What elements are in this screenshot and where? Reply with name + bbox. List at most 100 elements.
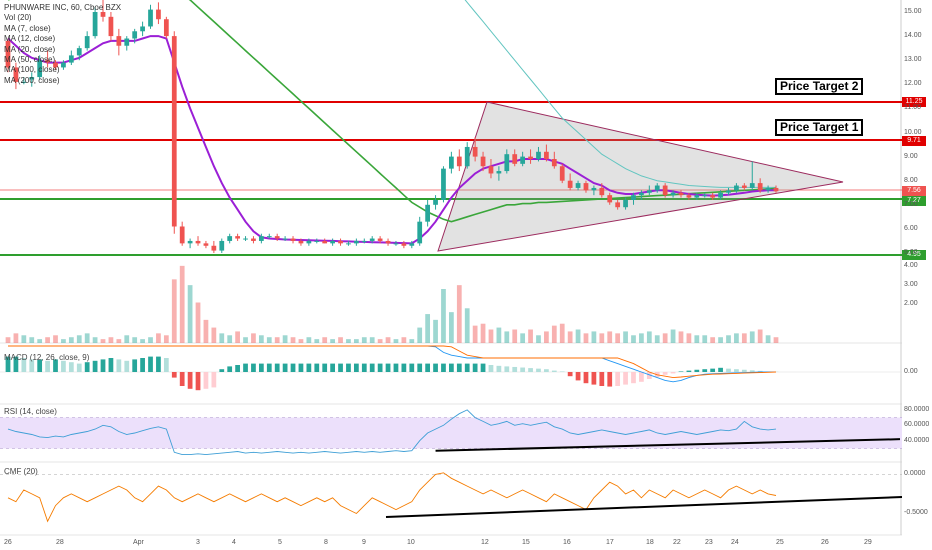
candle-body	[290, 238, 296, 241]
candle-body	[124, 38, 130, 46]
volume-bar	[757, 329, 763, 343]
volume-bar	[187, 285, 193, 343]
candle-body	[646, 190, 652, 193]
candle-body	[591, 187, 597, 191]
price-tick-label: 14.00	[904, 32, 922, 40]
candle-body	[528, 156, 533, 160]
volume-bar	[353, 339, 359, 343]
candle-body	[662, 185, 668, 196]
x-tick-label: 26	[821, 539, 829, 546]
candle-body	[654, 185, 660, 191]
macd-histogram-bar	[346, 363, 351, 372]
macd-histogram-bar	[179, 372, 185, 386]
rsi-line	[7, 409, 777, 456]
legend-symbol: PHUNWARE INC, 60, Cboe BZX	[4, 3, 122, 12]
candle-body	[741, 185, 747, 188]
macd-histogram-bar	[219, 369, 225, 372]
macd-histogram-bar	[195, 372, 201, 391]
volume-bar	[694, 335, 700, 343]
candle-body	[441, 168, 446, 200]
macd-histogram-bar	[417, 363, 423, 372]
price-target-1-label[interactable]: Price Target 1	[775, 119, 864, 136]
macd-histogram-bar	[21, 358, 27, 372]
candle-body	[393, 243, 399, 245]
volume-bar	[702, 335, 708, 343]
volume-bar	[346, 339, 351, 343]
price-tick-label: 7.00	[904, 200, 918, 208]
volume-bar	[361, 337, 367, 343]
volume-bar	[528, 329, 533, 343]
volume-bar	[140, 339, 145, 343]
candle-body	[559, 166, 565, 181]
volume-bar	[623, 331, 628, 343]
x-tick-label: 17	[606, 539, 614, 546]
macd-histogram-bar	[235, 365, 240, 372]
macd-histogram-bar	[480, 363, 486, 372]
volume-bar	[393, 339, 399, 343]
macd-histogram-bar	[68, 362, 74, 372]
rsi-title: RSI (14, close)	[4, 407, 57, 416]
macd-histogram-bar	[140, 358, 145, 372]
volume-tick-label: 2.00	[904, 300, 918, 308]
volume-bar	[654, 335, 660, 343]
macd-histogram-bar	[298, 363, 304, 372]
volume-bar	[615, 333, 621, 343]
price-tick-label: 12.00	[904, 80, 922, 88]
macd-histogram-bar	[551, 370, 557, 372]
volume-bar	[195, 302, 201, 343]
volume-bar	[536, 335, 541, 343]
macd-histogram-bar	[710, 368, 716, 372]
volume-bar	[425, 314, 431, 343]
volume-bar	[670, 329, 676, 343]
candle-body	[369, 238, 375, 241]
volume-bar	[203, 319, 209, 343]
volume-bar	[646, 331, 652, 343]
volume-bar	[544, 331, 549, 343]
volume-bar	[686, 333, 692, 343]
macd-histogram-bar	[306, 363, 312, 372]
macd-histogram-bar	[203, 372, 209, 389]
macd-histogram-bar	[678, 371, 684, 372]
candle-body	[433, 199, 438, 205]
volume-bar	[773, 337, 779, 343]
candle-body	[385, 240, 391, 244]
volume-bar	[290, 337, 296, 343]
volume-bar	[243, 337, 248, 343]
macd-histogram-bar	[409, 363, 415, 372]
candle-body	[456, 156, 462, 167]
macd-histogram-bar	[639, 372, 644, 382]
macd-histogram-bar	[449, 363, 454, 372]
volume-bar	[385, 337, 391, 343]
candle-body	[251, 238, 256, 241]
legend-ma7: MA (7, close)	[4, 23, 51, 33]
volume-bar	[433, 319, 438, 343]
x-tick-label: 29	[864, 539, 872, 546]
price-tick-label: 6.00	[904, 224, 918, 232]
candle-body	[195, 240, 201, 244]
candle-body	[702, 195, 708, 197]
candle-body	[639, 192, 644, 196]
volume-bar	[116, 339, 122, 343]
volume-bar	[84, 333, 90, 343]
macd-histogram-bar	[84, 362, 90, 372]
price-tick-label: 15.00	[904, 8, 922, 15]
candle-body	[76, 48, 82, 56]
price-target-2-label[interactable]: Price Target 2	[775, 78, 864, 95]
rsi-tick-label: 80.0000	[904, 405, 930, 413]
x-tick-label: 9	[362, 539, 366, 546]
candle-body	[749, 183, 755, 188]
price-tick-label: 11.00	[904, 104, 921, 112]
macd-histogram-bar	[631, 372, 636, 384]
volume-bar	[456, 285, 462, 343]
candle-body	[353, 240, 359, 244]
legend-ma20: MA (20, close)	[4, 44, 56, 54]
candle-body	[504, 154, 510, 172]
volume-bar	[171, 279, 177, 343]
price-tick-label: 8.00	[904, 176, 918, 184]
macd-histogram-bar	[124, 360, 130, 372]
rsi-tick-label: 40.0000	[904, 436, 930, 444]
price-tick-label: 5.00	[904, 249, 918, 256]
macd-histogram-bar	[5, 356, 11, 372]
candle-body	[203, 243, 209, 246]
x-tick-label: 28	[56, 539, 64, 546]
